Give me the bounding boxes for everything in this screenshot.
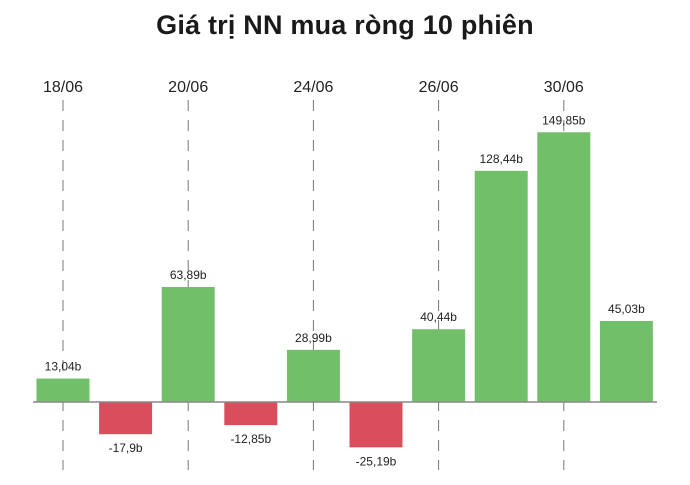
bar: [286, 349, 340, 402]
x-tick-labels: 18/06 20/06 24/06 26/06 30/06: [43, 79, 584, 96]
data-label: -25,19b: [356, 454, 397, 468]
x-tick-label: 26/06: [419, 79, 459, 96]
data-label: 63,89b: [170, 268, 207, 282]
bar: [36, 378, 90, 402]
x-tick-label: 24/06: [293, 79, 333, 96]
data-labels: 13,04b -17,9b 63,89b -12,85b 28,99b -25,19b 40…: [45, 113, 645, 468]
bar: [599, 320, 653, 402]
bar: [412, 329, 466, 402]
bars: [36, 132, 653, 448]
data-label: 40,44b: [420, 310, 457, 324]
x-tick-label: 30/06: [544, 79, 584, 96]
data-label: 45,03b: [608, 302, 645, 316]
data-label: 128,44b: [480, 152, 524, 166]
gridlines: [62, 100, 565, 470]
bar: [349, 402, 403, 448]
data-label: -12,85b: [230, 432, 271, 446]
bar: [474, 170, 528, 402]
data-label: -17,9b: [109, 441, 143, 455]
chart-title: Giá trị NN mua ròng 10 phiên: [156, 10, 534, 40]
bar: [224, 402, 278, 426]
bar: [537, 132, 591, 402]
x-tick-label: 20/06: [168, 79, 208, 96]
data-label: 13,04b: [45, 360, 82, 374]
data-label: 149,85b: [542, 113, 586, 127]
bar: [161, 286, 215, 402]
data-label: 28,99b: [295, 331, 332, 345]
bar: [99, 402, 153, 435]
x-tick-label: 18/06: [43, 79, 83, 96]
